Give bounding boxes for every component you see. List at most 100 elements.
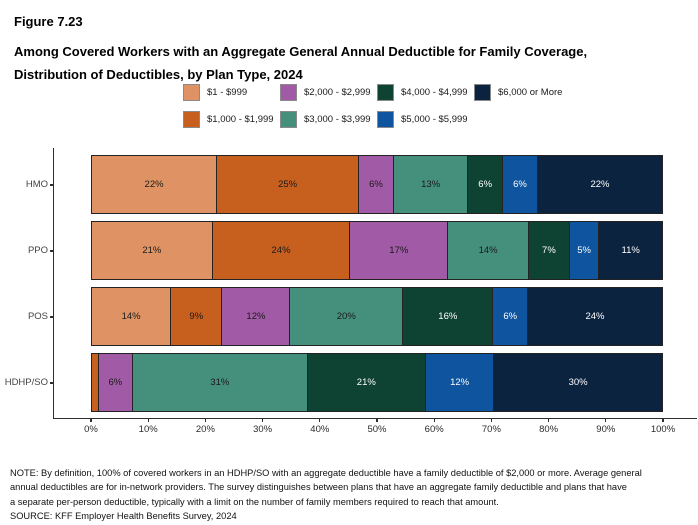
segment-pos-4-000-4-999: 16%	[403, 288, 494, 345]
bar-hdhp-so: 6% 31% 21% 12% 30%	[91, 353, 663, 412]
segment-hdhp-so-1-000-1-999	[92, 354, 99, 411]
segment-hmo-4-000-4-999: 6%	[468, 156, 504, 213]
x-axis-line	[53, 418, 697, 419]
figure-number: Figure 7.23	[14, 14, 83, 29]
legend-column-2: $2,000 - $2,999 $3,000 - $3,999	[280, 84, 377, 138]
segment-value-label: 21%	[356, 377, 376, 388]
x-axis-tick-label: 60%	[424, 424, 444, 435]
y-axis-label-hmo: HMO	[25, 179, 48, 190]
segment-pos-1-999: 14%	[92, 288, 172, 345]
segment-hdhp-so-5-000-5-999: 12%	[426, 354, 495, 411]
x-axis-tick	[204, 418, 206, 422]
legend-item-4-000-4-999: $4,000 - $4,999	[377, 84, 474, 101]
x-axis-tick-label: 30%	[253, 424, 273, 435]
x-axis-tick-label: 20%	[195, 424, 215, 435]
y-axis-label-pos: POS	[27, 311, 48, 322]
x-axis-tick-label: 10%	[138, 424, 158, 435]
segment-ppo-5-000-5-999: 5%	[569, 222, 600, 279]
legend-label: $5,000 - $5,999	[401, 114, 468, 125]
legend-label: $3,000 - $3,999	[304, 114, 371, 125]
source-line: SOURCE: KFF Employer Health Benefits Sur…	[10, 510, 237, 521]
segment-hdhp-so-6-000-or-more: 30%	[494, 354, 662, 411]
x-axis-tick	[262, 418, 264, 422]
legend-label: $1 - $999	[207, 87, 248, 98]
segment-hmo-3-000-3-999: 13%	[393, 156, 469, 213]
segment-value-label: 6%	[513, 179, 527, 190]
segment-hdhp-so-3-000-3-999: 31%	[133, 354, 308, 411]
segment-ppo-1-000-1-999: 24%	[212, 222, 351, 279]
segment-value-label: 14%	[478, 245, 498, 256]
legend-label: $1,000 - $1,999	[207, 114, 274, 125]
x-axis-tick	[90, 418, 92, 422]
segment-value-label: 12%	[246, 311, 266, 322]
legend-swatch-6-000-or-more	[474, 84, 491, 101]
legend-swatch-1-999	[183, 84, 200, 101]
segment-pos-2-000-2-999: 12%	[222, 288, 291, 345]
segment-value-label: 20%	[336, 311, 356, 322]
chart-legend: $1 - $999 $1,000 - $1,999 $2,000 - $2,999 $…	[183, 84, 562, 138]
figure-title-line2: Distribution of Deductibles, by Plan Typ…	[14, 67, 303, 82]
legend-column-3: $4,000 - $4,999 $5,000 - $5,999	[377, 84, 474, 138]
note-line-3: a separate per-person deductible, typica…	[10, 496, 499, 507]
segment-pos-1-000-1-999: 9%	[171, 288, 223, 345]
x-axis-tick	[490, 418, 492, 422]
segment-value-label: 25%	[278, 179, 298, 190]
segment-value-label: 6%	[478, 179, 493, 190]
bar-ppo: 21% 24% 17% 14% 7% 5% 11%	[91, 221, 663, 280]
segment-hmo-1-999: 22%	[92, 156, 218, 213]
segment-ppo-4-000-4-999: 7%	[528, 222, 570, 279]
segment-value-label: 14%	[121, 311, 141, 322]
segment-pos-6-000-or-more: 24%	[527, 288, 662, 345]
legend-item-5-000-5-999: $5,000 - $5,999	[377, 111, 474, 128]
segment-pos-3-000-3-999: 20%	[290, 288, 404, 345]
y-axis-tick	[49, 316, 54, 318]
segment-value-label: 5%	[577, 245, 591, 256]
segment-value-label: 30%	[568, 377, 588, 388]
y-axis-tick	[49, 250, 54, 252]
segment-hdhp-so-4-000-4-999: 21%	[307, 354, 427, 411]
legend-column-4: $6,000 or More	[474, 84, 562, 138]
segment-value-label: 17%	[389, 245, 409, 256]
segment-value-label: 24%	[585, 311, 605, 322]
segment-hmo-5-000-5-999: 6%	[503, 156, 538, 213]
legend-swatch-3-000-3-999	[280, 111, 297, 128]
x-axis-tick-label: 70%	[481, 424, 501, 435]
x-axis-tick	[662, 418, 664, 422]
segment-value-label: 13%	[421, 179, 441, 190]
legend-item-1-000-1-999: $1,000 - $1,999	[183, 111, 280, 128]
y-axis-tick	[49, 382, 54, 384]
segment-hmo-2-000-2-999: 6%	[359, 156, 394, 213]
segment-value-label: 9%	[189, 311, 204, 322]
segment-pos-5-000-5-999: 6%	[493, 288, 528, 345]
note-line-1: NOTE: By definition, 100% of covered wor…	[10, 468, 642, 478]
x-axis-tick-label: 0%	[84, 424, 98, 435]
x-axis-tick	[433, 418, 435, 422]
bar-hmo: 22% 25% 6% 13% 6% 6% 22%	[91, 155, 663, 214]
x-axis-tick	[548, 418, 550, 422]
bar-pos: 14% 9% 12% 20% 16% 6% 24%	[91, 287, 663, 346]
segment-value-label: 21%	[142, 245, 162, 256]
segment-ppo-2-000-2-999: 17%	[350, 222, 449, 279]
x-axis-tick-label: 40%	[310, 424, 330, 435]
segment-value-label: 6%	[503, 311, 518, 322]
x-axis-tick	[605, 418, 607, 422]
segment-value-label: 6%	[369, 179, 383, 190]
legend-item-3-000-3-999: $3,000 - $3,999	[280, 111, 377, 128]
segment-value-label: 16%	[438, 311, 458, 322]
segment-hmo-6-000-or-more: 22%	[537, 156, 662, 213]
segment-hmo-1-000-1-999: 25%	[217, 156, 360, 213]
segment-ppo-6-000-or-more: 11%	[599, 222, 662, 279]
x-axis-tick	[147, 418, 149, 422]
segment-ppo-3-000-3-999: 14%	[448, 222, 529, 279]
segment-value-label: 12%	[450, 377, 470, 388]
segment-value-label: 6%	[108, 377, 123, 388]
y-axis-label-ppo: PPO	[27, 245, 48, 256]
legend-item-6-000-or-more: $6,000 or More	[474, 84, 562, 101]
legend-item-1-999: $1 - $999	[183, 84, 280, 101]
y-axis-line	[53, 148, 54, 418]
segment-value-label: 22%	[144, 179, 164, 190]
legend-label: $4,000 - $4,999	[401, 87, 468, 98]
figure-notes: NOTE: By definition, 100% of covered wor…	[10, 466, 642, 523]
legend-swatch-2-000-2-999	[280, 84, 297, 101]
